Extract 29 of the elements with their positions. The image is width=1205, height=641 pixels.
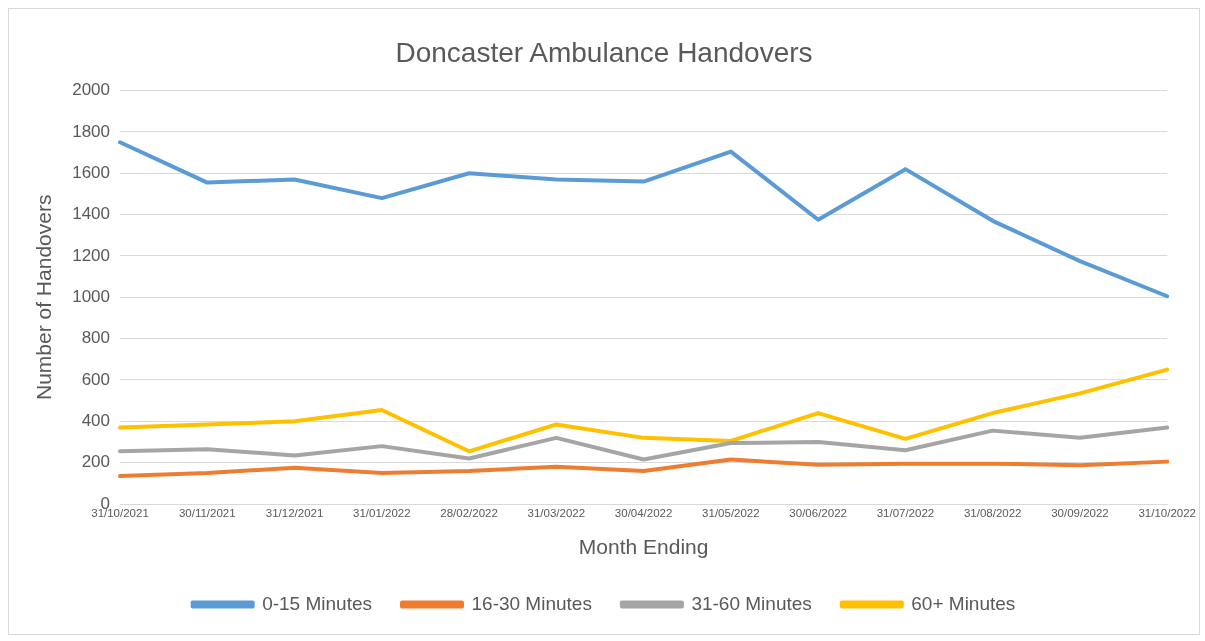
x-tick-label: 30/04/2022 xyxy=(614,507,673,520)
x-tick-label: 31/07/2022 xyxy=(876,507,935,520)
y-tick-label: 1800 xyxy=(72,121,111,141)
legend-label: 16-30 Minutes xyxy=(471,592,592,614)
y-tick-label: 400 xyxy=(81,411,111,431)
y-tick-label: 1000 xyxy=(72,286,111,306)
y-axis-title: Number of Handovers xyxy=(32,194,56,401)
legend-label: 31-60 Minutes xyxy=(691,592,812,614)
y-tick-label: 800 xyxy=(81,328,111,348)
x-tick-label: 30/09/2022 xyxy=(1051,507,1109,520)
x-axis-title: Month Ending xyxy=(578,535,709,559)
x-tick-label: 31/01/2022 xyxy=(353,507,411,520)
y-tick-label: 1600 xyxy=(72,162,111,182)
y-tick-label: 1200 xyxy=(72,245,111,265)
y-tick-label: 2000 xyxy=(72,80,111,100)
y-tick-label: 600 xyxy=(81,369,111,389)
x-tick-label: 31/08/2022 xyxy=(963,507,1022,520)
legend-label: 0-15 Minutes xyxy=(262,592,373,614)
x-tick-label: 28/02/2022 xyxy=(440,507,498,520)
x-tick-label: 31/10/2022 xyxy=(1138,507,1196,520)
chart-title: Doncaster Ambulance Handovers xyxy=(395,36,813,68)
x-tick-label: 31/12/2021 xyxy=(265,507,324,520)
x-tick-label: 31/03/2022 xyxy=(527,507,586,520)
y-tick-label: 200 xyxy=(81,452,111,472)
legend-label: 60+ Minutes xyxy=(911,592,1016,614)
x-tick-label: 30/06/2022 xyxy=(789,507,847,520)
y-tick-label: 1400 xyxy=(72,204,111,224)
x-tick-label: 31/05/2022 xyxy=(702,507,760,520)
x-tick-label: 30/11/2021 xyxy=(178,507,236,520)
